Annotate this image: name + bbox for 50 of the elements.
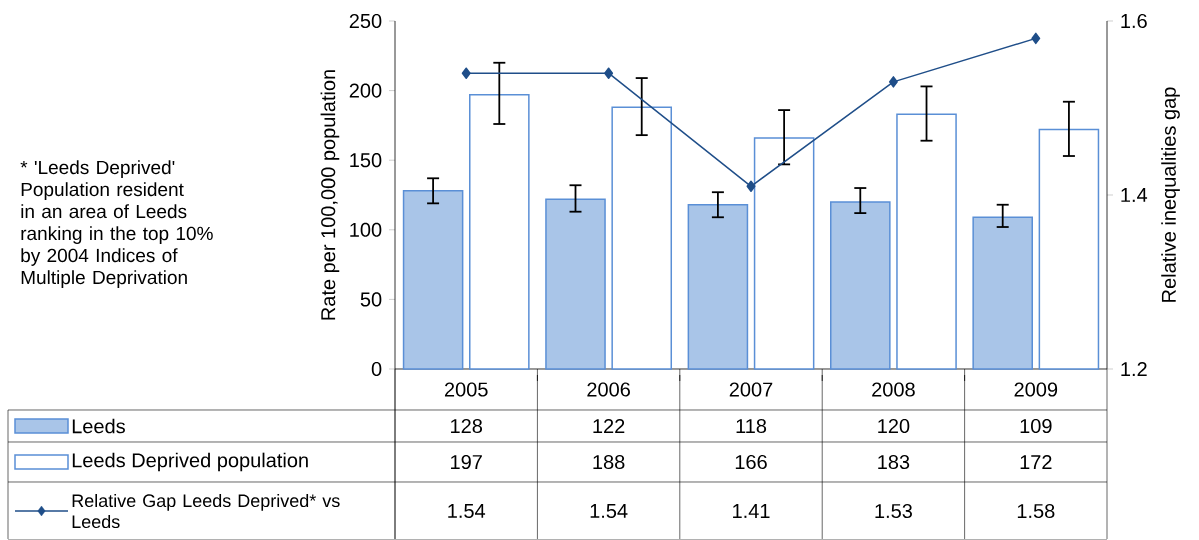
data-label: 128 bbox=[451, 418, 483, 433]
x-tick-label: 2006 bbox=[587, 382, 630, 397]
y-tick-label: 200 bbox=[349, 83, 382, 98]
y-tick-label: 150 bbox=[350, 152, 382, 168]
bar bbox=[545, 198, 606, 370]
data-label: 166 bbox=[735, 454, 767, 469]
data-label: 188 bbox=[593, 454, 625, 469]
y-tick-label: 250 bbox=[349, 13, 382, 28]
data-label: 197 bbox=[451, 454, 482, 469]
legend-label: Relative Gap Leeds Deprived* vs Leeds bbox=[72, 493, 340, 528]
x-tick-label: 2009 bbox=[1014, 382, 1058, 397]
y-tick-label: 50 bbox=[360, 292, 382, 307]
point bbox=[604, 67, 614, 79]
data-label: 120 bbox=[878, 418, 910, 433]
x-tick-label: 2007 bbox=[729, 382, 773, 397]
point bbox=[1031, 32, 1041, 44]
data-label: 1.54 bbox=[590, 503, 628, 518]
data-label: 1.58 bbox=[1017, 503, 1055, 518]
x-tick-label: 2008 bbox=[872, 382, 915, 397]
y-tick-label: 100 bbox=[350, 222, 382, 237]
data-label: 122 bbox=[593, 418, 625, 433]
text: * 'Leeds Deprived' Population resident in an area of Leeds ranking in the top 10% by 2004 Indices of Multiple Deprivation bbox=[20, 160, 213, 288]
bar bbox=[687, 203, 749, 370]
bar bbox=[753, 137, 815, 370]
data-label: 1.54 bbox=[448, 503, 486, 518]
point bbox=[746, 180, 756, 192]
data-label: 183 bbox=[878, 454, 910, 469]
bar bbox=[611, 106, 673, 370]
bar bbox=[972, 216, 1033, 370]
legend-label: Leeds Deprived population bbox=[72, 452, 308, 472]
y2-tick-label: 1.2 bbox=[1121, 361, 1147, 376]
data-label: 1.53 bbox=[875, 503, 912, 518]
x-tick-label: 2005 bbox=[444, 382, 488, 397]
bar bbox=[402, 189, 464, 370]
bar bbox=[1038, 128, 1100, 370]
bar bbox=[896, 113, 957, 370]
legend-label: Leeds bbox=[72, 418, 125, 434]
point bbox=[461, 67, 471, 79]
y-tick-label: 0 bbox=[371, 361, 382, 376]
data-label: 109 bbox=[1020, 418, 1052, 433]
data-label: 1.41 bbox=[733, 503, 770, 518]
y2-tick-label: 1.6 bbox=[1121, 13, 1147, 28]
bar bbox=[469, 93, 530, 370]
data-label: 118 bbox=[736, 418, 767, 433]
y2-axis-title: Relative inequalities gap bbox=[1161, 87, 1180, 302]
y2-tick-label: 1.4 bbox=[1121, 187, 1148, 202]
data-label: 172 bbox=[1020, 454, 1052, 469]
y-axis-title: Rate per 100,000 population bbox=[320, 70, 340, 320]
point bbox=[888, 76, 898, 88]
bar bbox=[830, 201, 891, 370]
